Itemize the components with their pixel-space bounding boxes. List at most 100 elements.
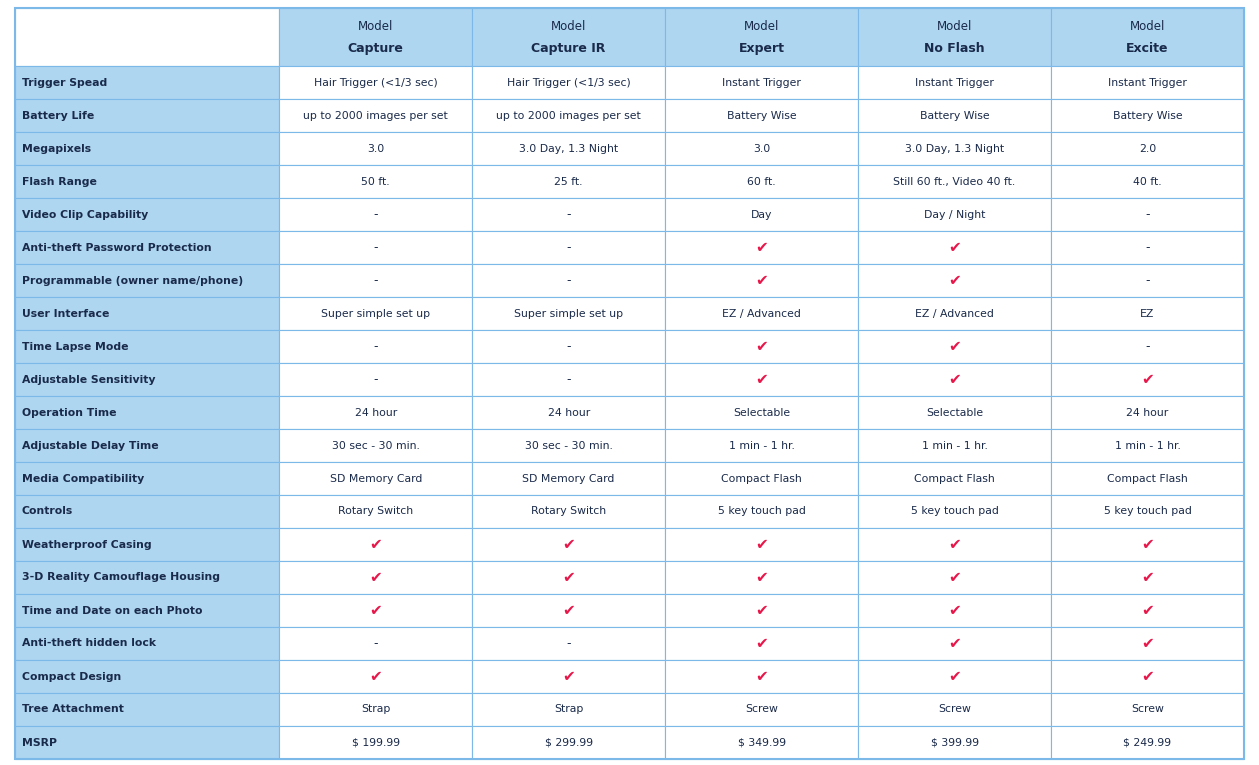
Text: EZ / Advanced: EZ / Advanced (723, 308, 801, 318)
Bar (1051, 231, 1244, 264)
Bar (15, 8, 279, 66)
Text: User Interface: User Interface (21, 308, 110, 318)
Bar (859, 429, 1051, 462)
Text: Compact Flash: Compact Flash (914, 474, 995, 483)
Bar (15, 495, 279, 528)
Text: ✔: ✔ (369, 603, 381, 618)
Bar (15, 132, 279, 165)
Bar (665, 594, 859, 627)
Text: Trigger Spead: Trigger Spead (21, 77, 107, 87)
Bar (15, 165, 279, 198)
Bar (665, 660, 859, 693)
Bar (665, 363, 859, 396)
Bar (665, 528, 859, 561)
Text: Expert: Expert (739, 42, 784, 55)
Text: ✔: ✔ (948, 372, 961, 387)
Text: -: - (1146, 241, 1149, 254)
Bar (1051, 330, 1244, 363)
Text: ✔: ✔ (1141, 537, 1155, 552)
Text: 3.0 Day, 1.3 Night: 3.0 Day, 1.3 Night (519, 144, 618, 154)
Bar (15, 297, 279, 330)
Bar (472, 396, 665, 429)
Bar (665, 99, 859, 132)
Bar (1051, 726, 1244, 759)
Bar (472, 726, 665, 759)
Bar (665, 462, 859, 495)
Bar (15, 198, 279, 231)
Bar (279, 660, 472, 693)
Text: ✔: ✔ (563, 570, 575, 585)
Bar (472, 660, 665, 693)
Text: Model: Model (358, 20, 393, 33)
Bar (1051, 627, 1244, 660)
Bar (665, 330, 859, 363)
Bar (859, 8, 1051, 66)
Bar (1051, 396, 1244, 429)
Bar (279, 231, 472, 264)
Text: up to 2000 images per set: up to 2000 images per set (496, 110, 641, 121)
Text: 5 key touch pad: 5 key touch pad (910, 506, 998, 516)
Bar (665, 495, 859, 528)
Bar (472, 528, 665, 561)
Bar (15, 528, 279, 561)
Text: Hair Trigger (<1/3 sec): Hair Trigger (<1/3 sec) (313, 77, 438, 87)
Bar (15, 462, 279, 495)
Bar (859, 99, 1051, 132)
Text: -: - (567, 274, 570, 287)
Text: -: - (374, 208, 378, 221)
Bar (15, 330, 279, 363)
Bar (472, 561, 665, 594)
Text: EZ / Advanced: EZ / Advanced (915, 308, 995, 318)
Bar (665, 693, 859, 726)
Text: -: - (567, 241, 570, 254)
Text: Controls: Controls (21, 506, 73, 516)
Bar (15, 429, 279, 462)
Bar (665, 429, 859, 462)
Bar (859, 561, 1051, 594)
Text: -: - (374, 637, 378, 650)
Text: Operation Time: Operation Time (21, 408, 117, 418)
Text: ✔: ✔ (1141, 636, 1155, 651)
Text: 5 key touch pad: 5 key touch pad (718, 506, 806, 516)
Text: 1 min - 1 hr.: 1 min - 1 hr. (922, 441, 987, 451)
Text: ✔: ✔ (1141, 603, 1155, 618)
Bar (472, 297, 665, 330)
Bar (472, 429, 665, 462)
Bar (859, 363, 1051, 396)
Text: ✔: ✔ (948, 570, 961, 585)
Text: EZ: EZ (1141, 308, 1155, 318)
Bar (1051, 66, 1244, 99)
Bar (15, 693, 279, 726)
Text: Capture: Capture (347, 42, 404, 55)
Text: ✔: ✔ (755, 339, 768, 354)
Text: Capture IR: Capture IR (531, 42, 606, 55)
Bar (665, 297, 859, 330)
Text: -: - (1146, 340, 1149, 353)
Bar (15, 660, 279, 693)
Bar (279, 429, 472, 462)
Bar (859, 198, 1051, 231)
Bar (15, 264, 279, 297)
Text: -: - (374, 241, 378, 254)
Bar (665, 396, 859, 429)
Bar (859, 627, 1051, 660)
Text: -: - (374, 340, 378, 353)
Bar (665, 726, 859, 759)
Text: MSRP: MSRP (21, 737, 57, 747)
Text: ✔: ✔ (1141, 372, 1155, 387)
Bar (1051, 429, 1244, 462)
Text: Battery Wise: Battery Wise (726, 110, 797, 121)
Bar (665, 165, 859, 198)
Text: -: - (1146, 274, 1149, 287)
Bar (1051, 99, 1244, 132)
Text: Instant Trigger: Instant Trigger (723, 77, 801, 87)
Bar (665, 264, 859, 297)
Text: ✔: ✔ (948, 273, 961, 288)
Text: Flash Range: Flash Range (21, 177, 97, 187)
Bar (472, 264, 665, 297)
Bar (15, 66, 279, 99)
Text: -: - (1146, 208, 1149, 221)
Bar (279, 363, 472, 396)
Bar (279, 726, 472, 759)
Text: ✔: ✔ (1141, 570, 1155, 585)
